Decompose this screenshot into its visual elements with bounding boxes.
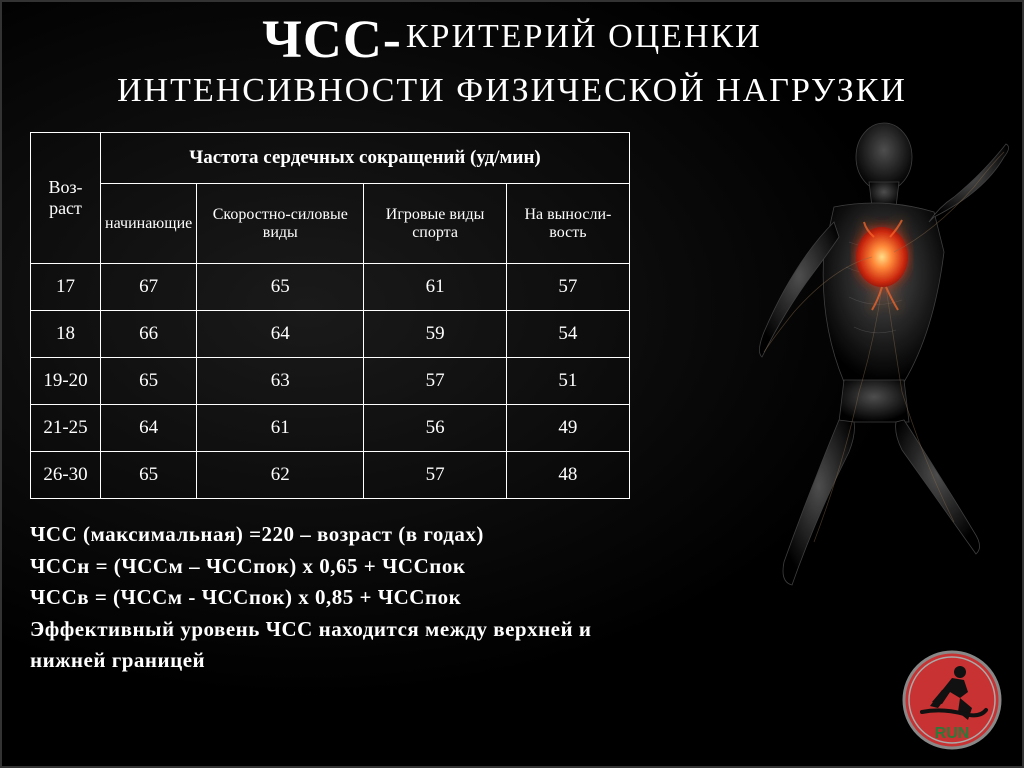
formula-line: ЧССн = (ЧССм – ЧССпок) х 0,65 + ЧССпок [30, 551, 994, 583]
value-cell: 49 [506, 405, 629, 452]
table-row: 19-20 65 63 57 51 [31, 358, 630, 405]
value-cell: 65 [101, 358, 197, 405]
formula-line: ЧСС (максимальная) =220 – возраст (в год… [30, 519, 994, 551]
hr-table: Воз-раст Частота сердечных сокращений (у… [30, 132, 630, 499]
col-header: Скоростно-силовые виды [197, 184, 364, 264]
value-cell: 64 [101, 405, 197, 452]
col-header: Игровые виды спорта [364, 184, 507, 264]
formulas-block: ЧСС (максимальная) =220 – возраст (в год… [0, 499, 1024, 677]
col-header: На выносли-вость [506, 184, 629, 264]
table-row: 17 67 65 61 57 [31, 264, 630, 311]
group-header: Частота сердечных сокращений (уд/мин) [101, 133, 630, 184]
title-main: ЧСС- [262, 9, 402, 69]
title-sub: КРИТЕРИЙ ОЦЕНКИ [406, 18, 762, 55]
value-cell: 65 [197, 264, 364, 311]
logo-text: RUN [935, 725, 970, 742]
value-cell: 59 [364, 311, 507, 358]
value-cell: 51 [506, 358, 629, 405]
value-cell: 48 [506, 452, 629, 499]
value-cell: 65 [101, 452, 197, 499]
table-row: 26-30 65 62 57 48 [31, 452, 630, 499]
table-row: 21-25 64 61 56 49 [31, 405, 630, 452]
value-cell: 66 [101, 311, 197, 358]
age-cell: 17 [31, 264, 101, 311]
value-cell: 67 [101, 264, 197, 311]
formula-line: ЧССв = (ЧССм - ЧССпок) х 0,85 + ЧССпок [30, 582, 994, 614]
hr-table-wrap: Воз-раст Частота сердечных сокращений (у… [30, 132, 630, 499]
col-header: начинающие [101, 184, 197, 264]
value-cell: 64 [197, 311, 364, 358]
age-cell: 21-25 [31, 405, 101, 452]
anatomy-figure-wrap [630, 132, 1004, 499]
run-logo: RUN [902, 650, 1002, 750]
value-cell: 63 [197, 358, 364, 405]
value-cell: 61 [197, 405, 364, 452]
value-cell: 57 [506, 264, 629, 311]
value-cell: 57 [364, 452, 507, 499]
table-row: 18 66 64 59 54 [31, 311, 630, 358]
table-row: Воз-раст Частота сердечных сокращений (у… [31, 133, 630, 184]
value-cell: 61 [364, 264, 507, 311]
formula-line: Эффективный уровень ЧСС находится между … [30, 614, 994, 646]
value-cell: 62 [197, 452, 364, 499]
value-cell: 57 [364, 358, 507, 405]
age-cell: 19-20 [31, 358, 101, 405]
age-cell: 26-30 [31, 452, 101, 499]
value-cell: 56 [364, 405, 507, 452]
table-row: начинающие Скоростно-силовые виды Игровы… [31, 184, 630, 264]
age-cell: 18 [31, 311, 101, 358]
formula-line: нижней границей [30, 645, 994, 677]
age-header: Воз-раст [31, 133, 101, 264]
value-cell: 54 [506, 311, 629, 358]
